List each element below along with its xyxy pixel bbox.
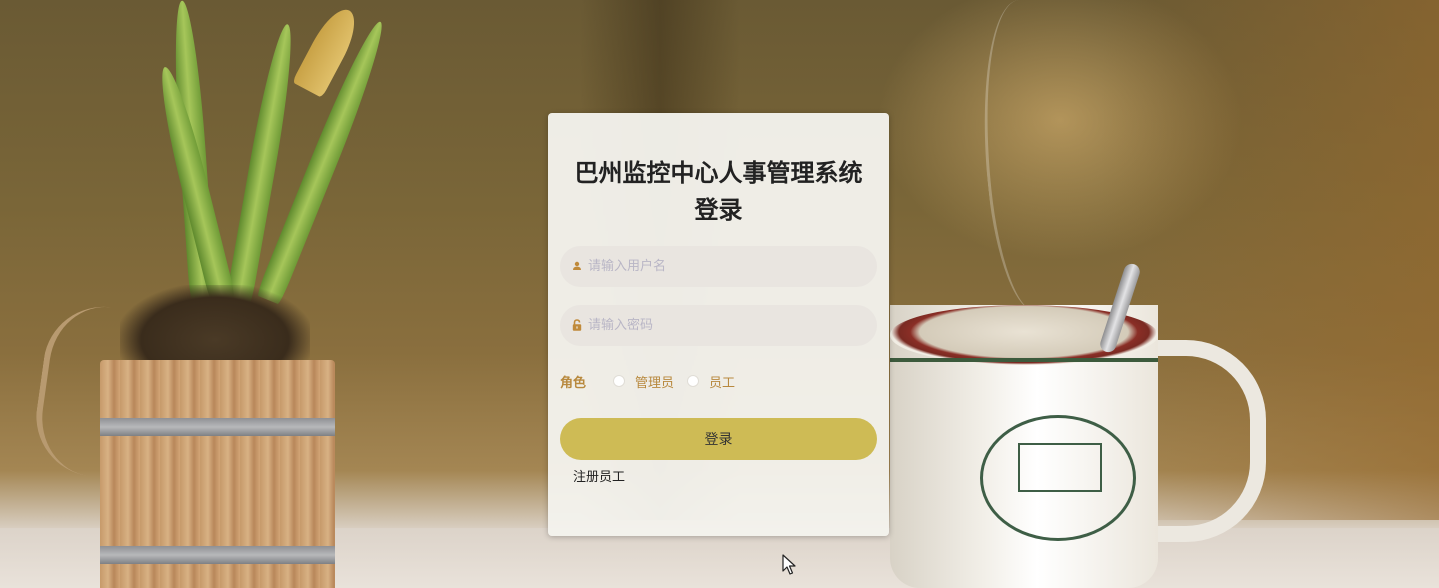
role-radio-employee[interactable] — [687, 375, 699, 387]
mug-handle — [1150, 340, 1266, 542]
password-input[interactable] — [588, 305, 868, 346]
user-icon — [573, 261, 581, 270]
role-selector: 角色 管理员 员工 — [560, 370, 877, 392]
password-field[interactable] — [560, 305, 877, 346]
wooden-pot — [100, 360, 335, 588]
username-input[interactable] — [588, 246, 868, 287]
steam-wisp — [969, 0, 1084, 314]
mug-stripe — [890, 358, 1158, 362]
register-employee-link[interactable]: 注册员工 — [573, 470, 626, 485]
role-option-admin-label[interactable]: 管理员 — [635, 376, 675, 391]
role-label: 角色 — [560, 376, 587, 391]
role-option-employee-label[interactable]: 员工 — [709, 376, 736, 391]
login-button[interactable]: 登录 — [560, 418, 877, 460]
role-radio-admin[interactable] — [613, 375, 625, 387]
login-card: 巴州监控中心人事管理系统登录 角色 管理员 员工 登录 注册员工 — [548, 113, 889, 536]
mouse-cursor-icon — [782, 554, 796, 575]
lock-icon — [572, 319, 582, 331]
mug-emblem — [980, 415, 1136, 541]
username-field[interactable] — [560, 246, 877, 287]
login-title: 巴州监控中心人事管理系统登录 — [574, 159, 863, 224]
